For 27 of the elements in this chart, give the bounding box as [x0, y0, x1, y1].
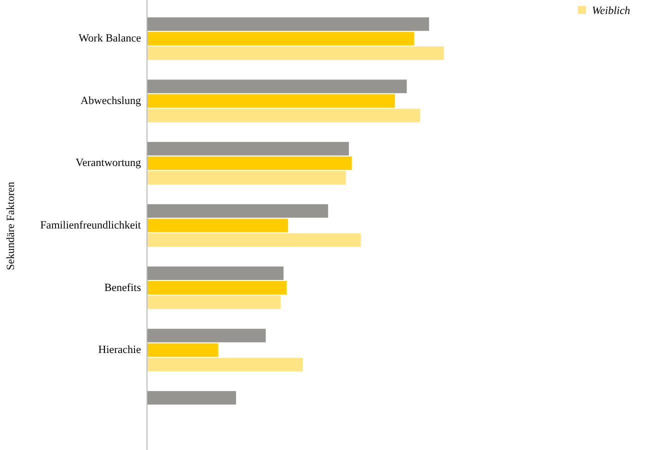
bar — [147, 170, 346, 185]
bar — [147, 391, 236, 405]
bar — [147, 32, 414, 46]
bar — [147, 328, 266, 342]
y-tick-label: Hierachie — [98, 344, 142, 356]
bar — [147, 94, 395, 108]
y-tick-label: Abwechslung — [80, 94, 142, 107]
bar — [147, 46, 444, 60]
bar — [147, 17, 430, 31]
y-tick-label: Verantwortung — [76, 157, 142, 170]
bar — [147, 358, 303, 372]
bar — [147, 108, 420, 122]
y-tick-label: Benefits — [104, 282, 141, 294]
y-tick-label: Familienfreundlichkeit — [40, 220, 141, 232]
bar — [147, 296, 281, 310]
bar — [147, 281, 287, 295]
bar — [147, 218, 288, 232]
bar — [147, 142, 349, 156]
y-axis-title: Sekundäre Faktoren — [5, 181, 17, 270]
y-tick-label: Work Balance — [78, 32, 142, 45]
bar — [147, 80, 407, 94]
bar — [147, 266, 284, 280]
bar — [147, 204, 328, 218]
bar — [147, 233, 361, 247]
bar — [147, 343, 218, 357]
bar — [147, 156, 352, 170]
legend-label: Weiblich — [592, 5, 631, 17]
